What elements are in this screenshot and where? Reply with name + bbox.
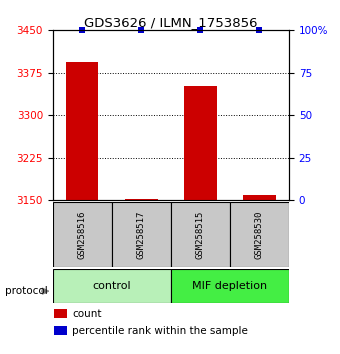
Bar <box>125 199 157 200</box>
Bar <box>112 202 171 267</box>
Text: MIF depletion: MIF depletion <box>192 281 268 291</box>
Bar <box>184 86 217 200</box>
Text: count: count <box>72 309 102 319</box>
Bar <box>66 62 99 200</box>
Text: GSM258515: GSM258515 <box>196 210 205 259</box>
Bar <box>53 202 112 267</box>
Bar <box>230 202 289 267</box>
Title: GDS3626 / ILMN_1753856: GDS3626 / ILMN_1753856 <box>84 16 258 29</box>
Bar <box>243 195 276 200</box>
Text: GSM258530: GSM258530 <box>255 210 264 259</box>
Bar <box>171 202 230 267</box>
Bar <box>171 269 289 303</box>
Text: GSM258517: GSM258517 <box>137 210 146 259</box>
Text: percentile rank within the sample: percentile rank within the sample <box>72 326 248 336</box>
Text: GSM258516: GSM258516 <box>78 210 87 259</box>
Text: control: control <box>92 281 131 291</box>
Bar <box>53 269 171 303</box>
Text: protocol: protocol <box>5 286 48 296</box>
